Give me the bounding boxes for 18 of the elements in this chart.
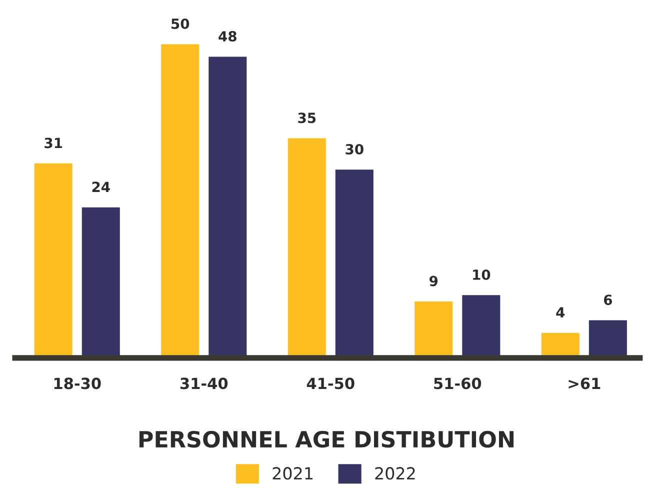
- x-tick-label: 41-50: [306, 378, 354, 390]
- data-label: 6: [604, 294, 612, 306]
- x-tick-label: >61: [568, 378, 600, 390]
- legend-label: 2022: [375, 467, 415, 480]
- x-tick-label: 18-30: [54, 378, 101, 390]
- data-label: 10: [473, 269, 490, 280]
- x-tick-label: 51-60: [434, 378, 482, 390]
- data-label: 35: [298, 112, 316, 124]
- text: PERSONNEL AGE DISTIBUTION: [139, 430, 514, 448]
- data-label: 4: [556, 307, 565, 318]
- data-label: 50: [172, 18, 190, 29]
- data-label: 31: [44, 138, 62, 148]
- x-tick-label: 31-40: [180, 378, 228, 390]
- data-label: 30: [346, 144, 364, 154]
- data-label: 48: [218, 31, 236, 42]
- data-label: 24: [92, 182, 110, 192]
- legend-label: 2021: [272, 467, 312, 480]
- data-label: 9: [430, 276, 438, 286]
